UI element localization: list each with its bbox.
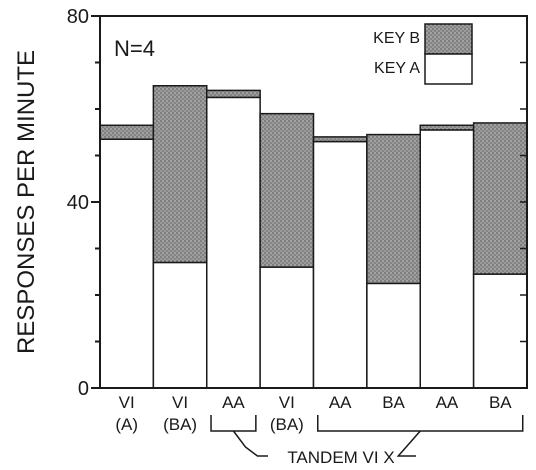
bar-key-a-1 <box>99 138 155 389</box>
bars-layer <box>99 85 528 389</box>
legend-label-key-a: KEY A <box>374 60 420 77</box>
category-label-line1: VI <box>279 393 295 412</box>
bracket <box>317 415 524 432</box>
category-label-line1: BA <box>382 393 405 412</box>
sample-size-annotation: N=4 <box>114 36 155 61</box>
bar-key-b-5 <box>312 136 368 143</box>
legend-swatch-key-a <box>424 53 473 85</box>
legend-swatch-key-b <box>424 23 473 55</box>
category-label-line1: AA <box>436 393 459 412</box>
bar-key-b-2 <box>152 85 208 264</box>
bar-key-a-6 <box>366 282 421 389</box>
bar-key-a-2 <box>152 261 208 389</box>
category-label-line1: BA <box>489 393 512 412</box>
bar-key-b-8 <box>472 122 528 275</box>
bar-key-b-7 <box>419 124 475 131</box>
y-axis-label: RESPONSES PER MINUTE <box>13 50 40 354</box>
bracket <box>210 415 257 432</box>
bracket-leader-left <box>232 430 268 457</box>
y-tick-label: 80 <box>67 6 89 28</box>
bar-key-a-3 <box>206 96 261 389</box>
legend-label-key-b: KEY B <box>373 30 420 47</box>
bracket-label: TANDEM VI X <box>287 448 394 467</box>
category-labels: VI (A) VI (BA) AA VI (BA) AA BA AA BA <box>115 393 512 434</box>
bar-key-b-1 <box>99 124 155 140</box>
bar-key-b-4 <box>259 112 315 268</box>
category-label-line2: (BA) <box>270 415 304 434</box>
bar-key-a-4 <box>259 266 315 389</box>
bar-key-a-7 <box>419 129 475 389</box>
bracket-leader-right <box>396 430 421 457</box>
condition-brackets <box>210 415 524 457</box>
bar-key-a-8 <box>472 273 528 389</box>
y-tick-label: 40 <box>67 192 89 214</box>
axis-ticks: 0 40 80 <box>67 6 527 400</box>
category-label-line2: (A) <box>115 415 138 434</box>
category-label-line2: (BA) <box>163 415 197 434</box>
bar-key-b-3 <box>206 89 261 99</box>
y-tick-label: 0 <box>78 378 89 400</box>
bar-key-b-6 <box>366 133 421 285</box>
category-label-line1: VI <box>119 393 135 412</box>
bar-key-a-5 <box>312 140 368 389</box>
category-label-line1: VI <box>172 393 188 412</box>
legend: KEY B KEY A <box>373 23 473 85</box>
category-label-line1: AA <box>222 393 245 412</box>
category-label-line1: AA <box>329 393 352 412</box>
